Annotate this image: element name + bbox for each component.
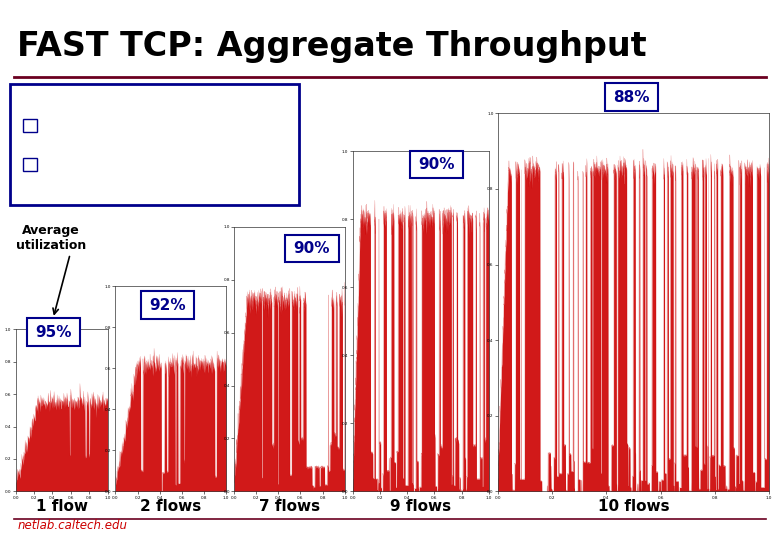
FancyBboxPatch shape [605, 83, 658, 111]
FancyBboxPatch shape [23, 119, 37, 132]
FancyBboxPatch shape [23, 158, 37, 171]
Text: Standard MTU: Standard MTU [44, 117, 155, 131]
FancyBboxPatch shape [27, 319, 80, 346]
Text: netlab.caltech.edu: netlab.caltech.edu [17, 519, 127, 532]
FancyBboxPatch shape [10, 84, 299, 205]
Text: 92%: 92% [150, 298, 186, 313]
Text: 7 flows: 7 flows [259, 499, 320, 514]
Text: 10 flows: 10 flows [597, 499, 669, 514]
Text: 1 flow: 1 flow [36, 499, 87, 514]
FancyBboxPatch shape [285, 234, 339, 262]
Text: 2 flows: 2 flows [140, 499, 201, 514]
FancyBboxPatch shape [410, 151, 463, 178]
Text: 88%: 88% [614, 90, 650, 105]
Text: 90%: 90% [294, 241, 330, 256]
Text: 9 flows: 9 flows [390, 499, 451, 514]
Text: 90%: 90% [419, 157, 455, 172]
Text: Utilization averaged over > 1hr: Utilization averaged over > 1hr [44, 156, 290, 170]
Text: FAST: FAST [23, 92, 69, 110]
Text: FAST TCP: Aggregate Throughput: FAST TCP: Aggregate Throughput [17, 30, 647, 63]
FancyBboxPatch shape [141, 292, 194, 319]
Text: Average
utilization: Average utilization [16, 224, 86, 252]
Text: 95%: 95% [35, 325, 71, 340]
